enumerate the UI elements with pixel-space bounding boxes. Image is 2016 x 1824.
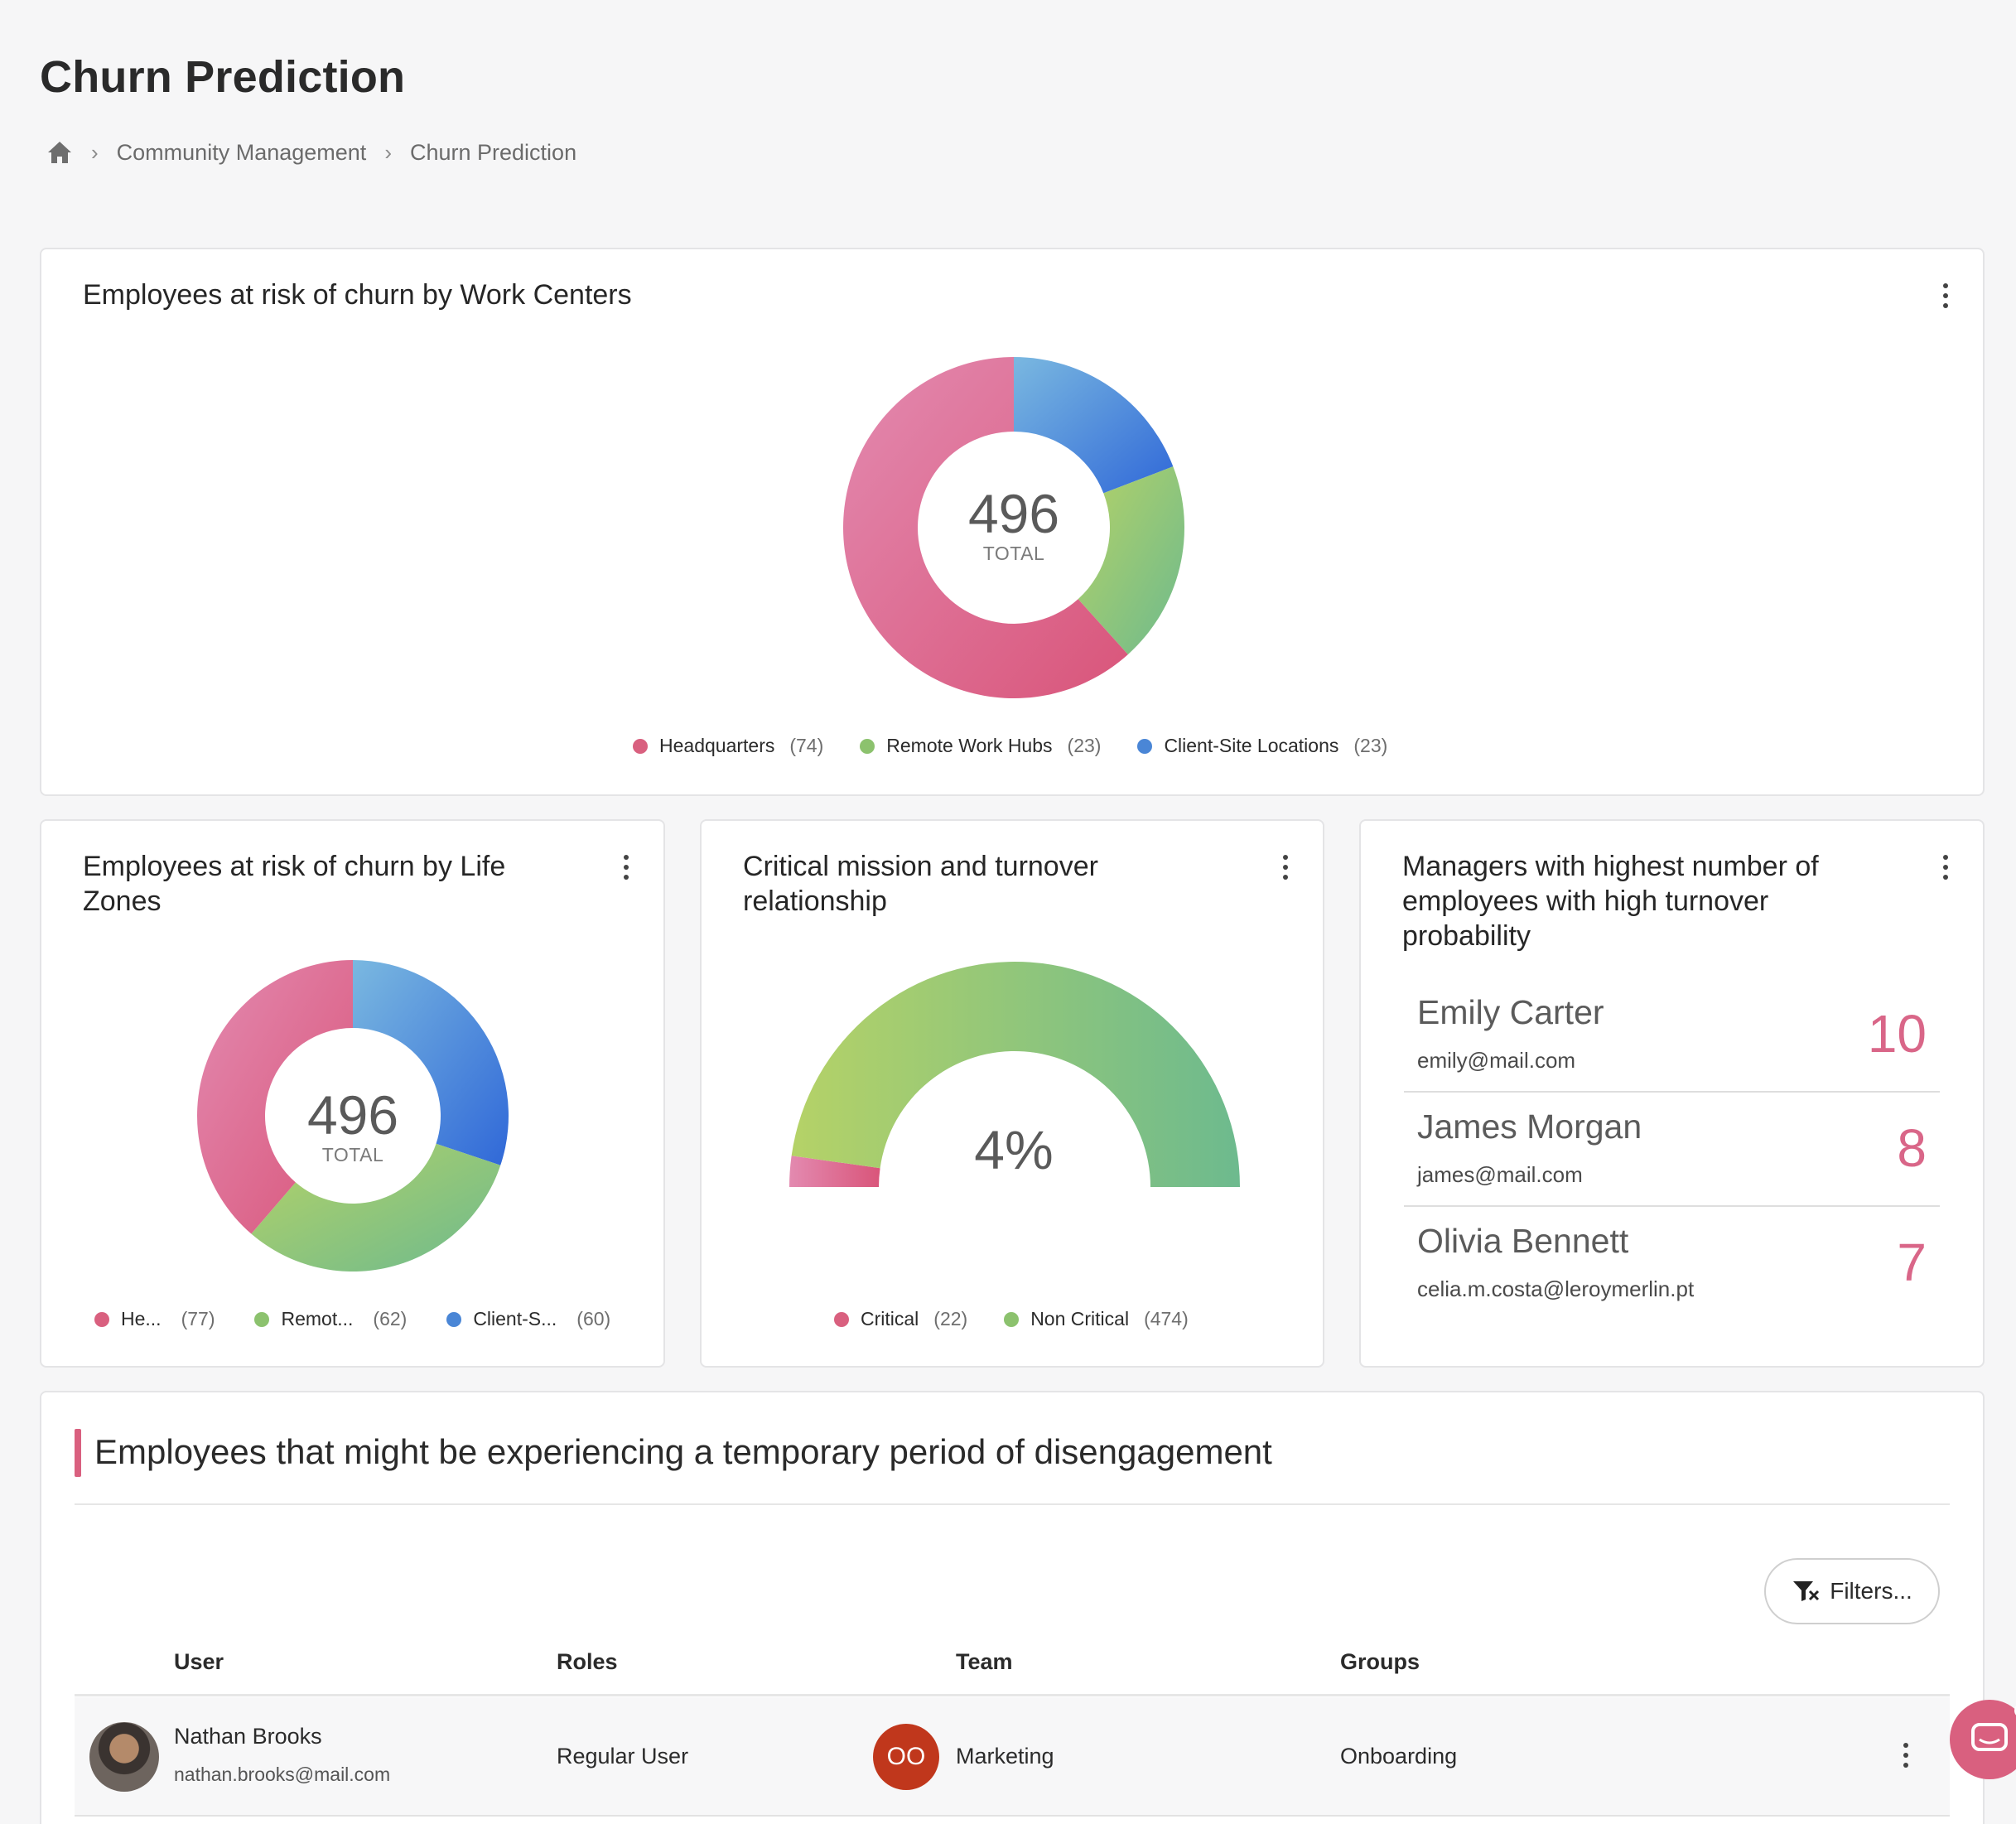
column-header-roles[interactable]: Roles <box>557 1649 618 1674</box>
life-zones-donut <box>197 960 509 1271</box>
legend-item-remote-work-hubs[interactable]: Remote Work Hubs (23) <box>860 735 1101 757</box>
team-name: Marketing <box>956 1744 1054 1769</box>
table-header-divider <box>75 1694 1950 1696</box>
more-options-icon[interactable] <box>614 851 639 884</box>
avatar <box>89 1722 159 1792</box>
disengagement-card: Employees that might be experiencing a t… <box>40 1391 1985 1824</box>
filters-label: Filters... <box>1830 1578 1912 1604</box>
gauge-segment-non-critical[interactable] <box>791 962 1240 1187</box>
page-title: Churn Prediction <box>40 52 406 102</box>
manager-count: 7 <box>1897 1233 1927 1292</box>
work-centers-donut <box>843 357 1184 698</box>
donut-slice-remot[interactable] <box>251 1143 501 1271</box>
user-email: nathan.brooks@mail.com <box>174 1764 391 1785</box>
legend-item-remot[interactable]: Remot... (62) <box>254 1308 407 1330</box>
column-header-groups[interactable]: Groups <box>1340 1649 1420 1674</box>
home-icon[interactable] <box>46 140 73 165</box>
critical-mission-gauge <box>789 962 1240 1187</box>
divider <box>75 1503 1950 1505</box>
work-centers-total: 496 <box>967 483 1060 544</box>
legend-item-client-s[interactable]: Client-S... (60) <box>446 1308 610 1330</box>
work-centers-card: Employees at risk of churn by Work Cente… <box>40 248 1985 796</box>
managers-card: Managers with highest number of employee… <box>1359 819 1985 1368</box>
manager-row[interactable]: Olivia Bennett celia.m.costa@leroymerlin… <box>1404 1207 1940 1321</box>
table-row[interactable]: Nathan Brooks nathan.brooks@mail.com Reg… <box>75 1697 1950 1817</box>
donut-slice-remote-work-hubs[interactable] <box>1078 466 1184 655</box>
manager-name: Olivia Bennett <box>1417 1222 1629 1260</box>
work-centers-total-label: TOTAL <box>982 543 1045 564</box>
manager-name: James Morgan <box>1417 1107 1642 1146</box>
chevron-right-icon: › <box>91 139 99 165</box>
more-options-icon[interactable] <box>1273 851 1298 884</box>
column-header-team[interactable]: Team <box>956 1649 1013 1674</box>
life-zones-title: Employees at risk of churn by Life Zones <box>83 851 506 917</box>
life-zones-legend: He... (77) Remot... (62) Client-S... (60) <box>94 1308 610 1330</box>
work-centers-legend: Headquarters (74) Remote Work Hubs (23) Cl… <box>633 735 1387 757</box>
life-zones-total: 496 <box>306 1084 399 1146</box>
gauge-segment-critical[interactable] <box>789 1156 880 1187</box>
row-more-options-icon[interactable] <box>1893 1739 1918 1772</box>
more-options-icon[interactable] <box>1933 279 1958 312</box>
manager-count: 8 <box>1897 1118 1927 1178</box>
manager-row[interactable]: James Morgan james@mail.com 8 <box>1404 1093 1940 1207</box>
legend-item-headquarters[interactable]: Headquarters (74) <box>633 735 823 757</box>
filters-button[interactable]: Filters... <box>1764 1558 1940 1624</box>
chat-icon <box>1971 1723 2008 1756</box>
manager-email: emily@mail.com <box>1417 1048 1576 1073</box>
manager-row[interactable]: Emily Carter emily@mail.com 10 <box>1404 978 1940 1093</box>
critical-mission-card: Critical mission and turnover relationsh… <box>700 819 1324 1368</box>
manager-email: james@mail.com <box>1417 1162 1583 1187</box>
manager-name: Emily Carter <box>1417 993 1604 1031</box>
critical-mission-title: Critical mission and turnover relationsh… <box>743 851 1098 917</box>
chevron-right-icon: › <box>384 139 392 165</box>
critical-mission-legend: Critical (22) Non Critical (474) <box>834 1308 1189 1330</box>
legend-item-critical[interactable]: Critical (22) <box>834 1308 967 1330</box>
breadcrumb: › Community Management › Churn Predictio… <box>46 134 576 171</box>
donut-slice-client-s[interactable] <box>353 960 509 1165</box>
legend-item-client-site-locations[interactable]: Client-Site Locations (23) <box>1137 735 1387 757</box>
donut-slice-client-site-locations[interactable] <box>1014 357 1174 494</box>
filter-icon <box>1792 1580 1821 1603</box>
user-name: Nathan Brooks <box>174 1724 322 1749</box>
donut-slice-headquarters[interactable] <box>843 357 1128 698</box>
managers-title: Managers with highest number of employee… <box>1402 851 1819 952</box>
manager-email: celia.m.costa@leroymerlin.pt <box>1417 1276 1695 1301</box>
disengagement-title: Employees that might be experiencing a t… <box>94 1432 1272 1471</box>
section-accent-bar <box>75 1429 81 1477</box>
chat-button[interactable] <box>1950 1700 2016 1779</box>
manager-count: 10 <box>1867 1004 1927 1064</box>
team-badge: OO <box>873 1724 939 1790</box>
legend-item-he[interactable]: He... (77) <box>94 1308 215 1330</box>
life-zones-total-label: TOTAL <box>321 1144 384 1165</box>
life-zones-card: Employees at risk of churn by Life Zones… <box>40 819 665 1368</box>
user-role: Regular User <box>557 1744 689 1769</box>
breadcrumb-item-community-management[interactable]: Community Management <box>116 139 367 165</box>
more-options-icon[interactable] <box>1933 851 1958 884</box>
group-name: Onboarding <box>1340 1744 1458 1769</box>
donut-slice-he[interactable] <box>197 960 353 1234</box>
column-header-user[interactable]: User <box>174 1649 224 1674</box>
work-centers-title: Employees at risk of churn by Work Cente… <box>83 279 632 311</box>
legend-item-non-critical[interactable]: Non Critical (474) <box>1004 1308 1189 1330</box>
critical-mission-percent: 4% <box>974 1119 1054 1180</box>
breadcrumb-item-churn-prediction: Churn Prediction <box>409 139 577 165</box>
